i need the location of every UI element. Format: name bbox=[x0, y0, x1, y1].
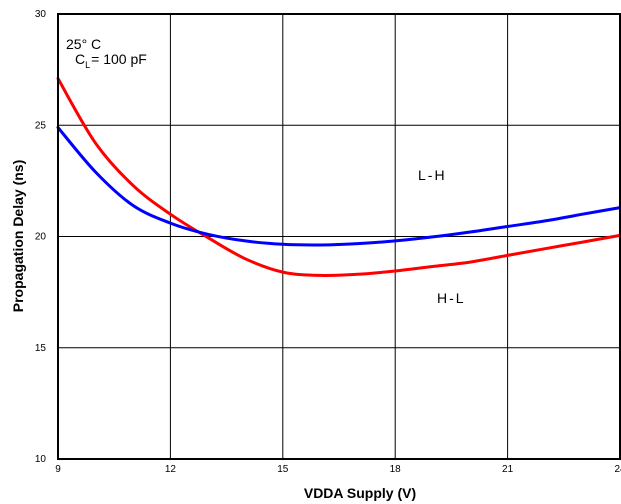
load-cap-subscript: L bbox=[85, 60, 90, 70]
series-line-h-l bbox=[56, 77, 621, 278]
plot-frame bbox=[57, 13, 621, 460]
series-line-l-h bbox=[56, 126, 621, 247]
series-lines bbox=[56, 77, 621, 278]
y-tick-label: 15 bbox=[35, 343, 47, 354]
load-cap-value: = 100 pF bbox=[91, 51, 147, 67]
x-tick-label: 15 bbox=[277, 464, 289, 475]
series-label-h-l: H-L bbox=[437, 290, 466, 306]
y-tick-labels: 10 15 20 25 30 bbox=[35, 9, 47, 465]
series-label-l-h: L-H bbox=[418, 167, 447, 183]
x-tick-label: 21 bbox=[502, 464, 514, 475]
temperature-condition: 25° C bbox=[66, 36, 101, 52]
x-tick-label: 24 bbox=[614, 464, 621, 475]
load-cap-symbol: C bbox=[75, 51, 85, 67]
x-tick-label: 12 bbox=[165, 464, 177, 475]
y-tick-label: 10 bbox=[35, 454, 47, 465]
x-tick-label: 9 bbox=[55, 464, 61, 475]
y-axis-title: Propagation Delay (ns) bbox=[10, 160, 26, 312]
y-tick-label: 20 bbox=[35, 232, 47, 243]
x-axis-title: VDDA Supply (V) bbox=[304, 485, 416, 501]
x-tick-label: 18 bbox=[390, 464, 402, 475]
load-condition: CL= 100 pF bbox=[75, 51, 147, 70]
y-tick-label: 25 bbox=[35, 120, 47, 131]
x-tick-labels: 9 12 15 18 21 24 bbox=[55, 464, 621, 475]
y-tick-label: 30 bbox=[35, 9, 47, 20]
